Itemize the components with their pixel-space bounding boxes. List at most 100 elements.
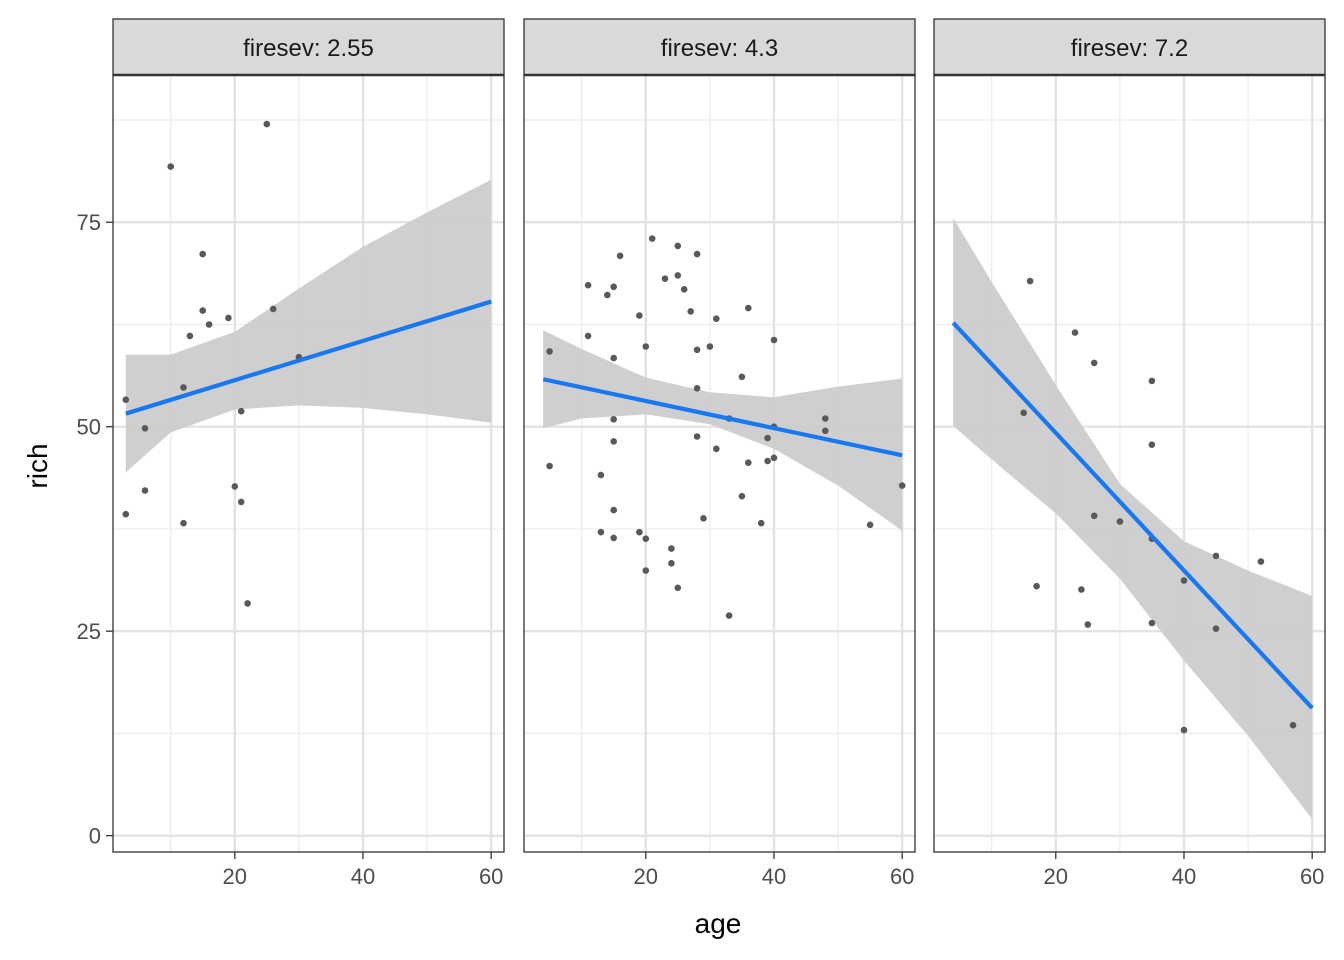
axes-layer: 20 40 60 20 40 60 20 40 60 0 25 50 75 — [77, 210, 1325, 889]
data-point — [764, 434, 771, 442]
data-point — [680, 286, 688, 293]
data-point — [597, 471, 605, 479]
data-point — [1078, 586, 1085, 593]
data-point — [642, 567, 650, 574]
x-axis-title: age — [695, 908, 742, 939]
data-point — [770, 336, 778, 344]
data-point — [584, 281, 592, 289]
data-point — [122, 510, 130, 518]
data-point — [610, 354, 617, 362]
data-point — [269, 305, 277, 313]
x-tick-label: 40 — [762, 864, 786, 889]
data-point — [713, 315, 720, 323]
data-point — [180, 384, 187, 391]
data-point — [141, 487, 149, 494]
data-point — [1148, 441, 1156, 449]
x-tick-label: 20 — [223, 864, 247, 889]
data-point — [1212, 552, 1220, 560]
data-point — [597, 528, 605, 536]
data-point — [180, 519, 187, 527]
data-point — [674, 272, 682, 279]
data-point — [1180, 577, 1188, 584]
panels-layer: firesev: 2.55 firesev: 4.3 firesev: 7.2 — [112, 18, 1326, 853]
x-tick-label: 20 — [634, 864, 658, 889]
data-point — [199, 307, 206, 314]
data-point — [616, 252, 624, 260]
facet-panel-2: firesev: 4.3 — [523, 18, 916, 853]
y-tick-label: 75 — [77, 210, 101, 235]
data-point — [584, 332, 592, 340]
data-point — [244, 600, 251, 607]
facet-strip-label: firesev: 2.55 — [243, 35, 374, 62]
facet-strip — [112, 18, 505, 76]
data-point — [141, 425, 149, 432]
confidence-ribbon — [125, 179, 492, 473]
data-point — [231, 483, 239, 490]
data-point — [1084, 621, 1092, 628]
data-point — [1090, 359, 1098, 367]
data-point — [225, 314, 232, 322]
facet-strip — [933, 18, 1326, 76]
data-point — [725, 612, 733, 619]
facet-strip-label: firesev: 4.3 — [661, 35, 778, 62]
data-point — [898, 482, 906, 489]
data-point — [1289, 721, 1297, 729]
confidence-ribbon — [953, 218, 1313, 820]
data-point — [700, 515, 707, 522]
x-tick-label: 40 — [1172, 864, 1196, 889]
data-point — [604, 291, 611, 299]
regression-line — [542, 377, 903, 458]
data-point — [1148, 619, 1156, 627]
data-point — [745, 459, 752, 467]
data-point — [745, 304, 752, 312]
data-point — [237, 498, 245, 506]
data-point — [167, 163, 174, 170]
data-point — [1071, 329, 1079, 336]
data-point — [693, 250, 701, 258]
data-point — [738, 373, 746, 381]
x-tick-label: 60 — [1300, 864, 1324, 889]
data-point — [263, 120, 271, 128]
data-point — [1090, 512, 1098, 520]
data-point — [610, 534, 617, 542]
x-tick-label: 20 — [1044, 864, 1068, 889]
data-point — [687, 308, 694, 315]
data-point — [205, 321, 213, 328]
data-point — [636, 312, 643, 319]
data-point — [1026, 277, 1034, 285]
data-point — [610, 416, 617, 423]
data-point — [1020, 409, 1027, 417]
data-point — [668, 545, 675, 552]
data-point — [237, 407, 245, 415]
data-point — [1180, 726, 1188, 734]
x-tick-label: 60 — [479, 864, 503, 889]
y-tick-label: 0 — [89, 824, 101, 849]
regression-line — [125, 299, 492, 416]
data-point — [822, 427, 829, 435]
data-point — [757, 519, 765, 527]
data-point — [674, 584, 682, 592]
data-point — [1033, 582, 1040, 590]
data-point — [648, 235, 656, 242]
data-point — [693, 385, 701, 392]
data-point — [546, 348, 553, 355]
data-point — [693, 433, 701, 440]
data-point — [866, 521, 874, 529]
facet-panel-1: firesev: 2.55 — [112, 18, 505, 853]
data-point — [636, 528, 643, 536]
facet-panel-3: firesev: 7.2 — [933, 18, 1326, 853]
data-point — [693, 346, 701, 354]
data-point — [713, 445, 720, 453]
regression-line — [951, 321, 1314, 710]
facet-strip — [523, 18, 916, 76]
data-point — [1116, 518, 1124, 525]
data-point — [199, 250, 206, 258]
data-point — [546, 462, 553, 470]
data-point — [122, 396, 130, 404]
data-point — [661, 275, 669, 283]
data-point — [822, 415, 829, 422]
data-point — [610, 438, 617, 445]
data-point — [1148, 377, 1156, 385]
data-point — [610, 506, 617, 514]
